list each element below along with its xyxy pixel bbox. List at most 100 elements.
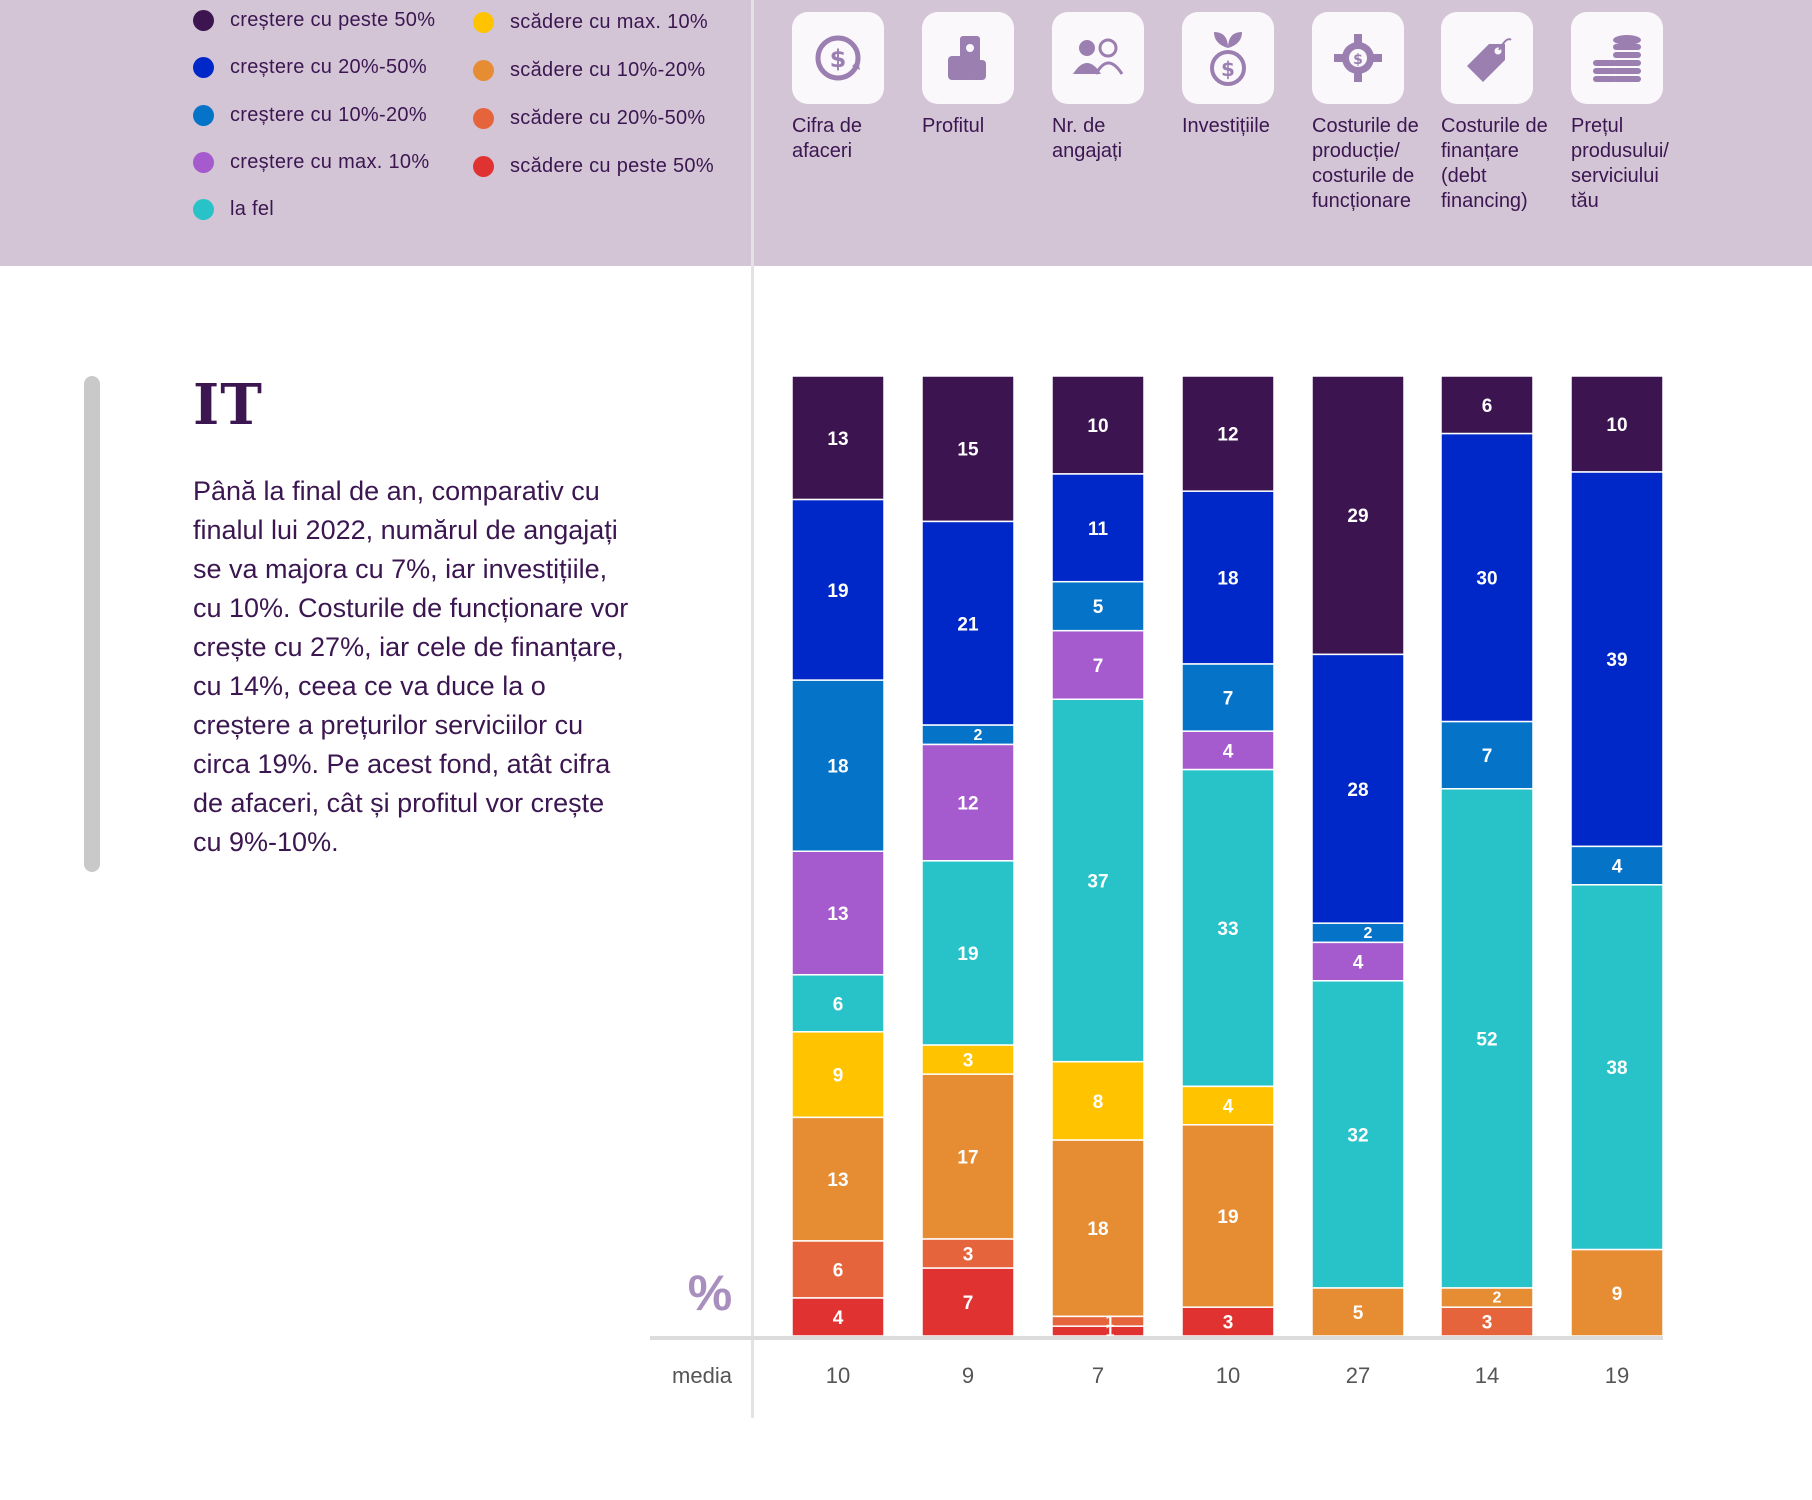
bar-segment [1051,375,1145,475]
data-label: 37 [1087,871,1108,892]
data-label: 11 [1088,519,1109,540]
data-label: 7 [1223,689,1234,710]
bar-segment [1570,884,1664,1251]
bar-stack: 15 21 2 12 19 3 17 3 7 [921,375,1015,1337]
bar-segment [1311,922,1405,944]
data-label: 1 [1106,1323,1115,1340]
data-label: 2 [974,727,983,744]
metric-label: Prețul produsului/ serviciului tău [1571,115,1669,212]
legend-item: la fel [193,198,274,221]
bar-segment [791,1116,885,1242]
bar-stack: 29 28 24 32 5 [1311,375,1405,1337]
bar-segment [1181,768,1275,1088]
data-label: 13 [827,904,848,925]
bar-segment [791,1297,885,1337]
bar-segment [1311,375,1405,656]
metric-header: Prețul produsului/ serviciului tău [1571,12,1701,214]
bar-stack: 10 11 5 7 37 8 18 11 [1051,375,1145,1340]
legend-swatch [193,57,214,78]
legend: creștere cu peste 50% creștere cu 20%-50… [0,0,751,266]
bar-segment [791,850,885,976]
data-label: 19 [957,944,978,965]
bar-segment [1051,473,1145,583]
bar-segment [921,375,1015,523]
media-value: 10 [1216,1363,1240,1388]
data-label: 18 [827,757,848,778]
revenue-icon: $ [792,12,884,104]
legend-swatch [193,152,214,173]
data-label: 13 [827,429,848,450]
data-label: 29 [1347,506,1368,527]
bar-segment [921,1267,1015,1337]
data-label: 6 [833,1260,844,1281]
legend-item: creștere cu peste 50% [193,9,435,32]
bar-segment [921,1073,1015,1240]
metric-header: $ Investițiile [1182,12,1312,139]
bar-segment [1440,788,1534,1289]
data-label: 4 [1223,1097,1234,1118]
data-label: 9 [1612,1284,1623,1305]
data-label: 10 [1087,416,1108,437]
metric-label: Investițiile [1182,115,1270,137]
data-label: 7 [1482,746,1493,767]
media-value: 19 [1605,1363,1629,1388]
data-label: 18 [1217,569,1238,590]
data-label: 33 [1217,919,1238,940]
data-label: 19 [827,581,848,602]
data-label: 18 [1087,1219,1108,1240]
bar-segment [1440,1306,1534,1337]
media-value: 9 [962,1363,974,1388]
bar-segment [1440,375,1534,435]
bar-segment [1051,1315,1145,1327]
legend-label: scădere cu 10%-20% [510,59,706,81]
metric-header: $ Costurile de producție/ costurile de f… [1312,12,1442,214]
legend-swatch [473,12,494,33]
data-label: 9 [833,1066,844,1087]
legend-item: scădere cu peste 50% [473,155,714,178]
bar-segment [1311,980,1405,1289]
bar-segment [1181,1124,1275,1308]
data-label: 52 [1476,1029,1497,1050]
bar-stack: 6 30 7 52 23 [1440,375,1534,1337]
bar-segment [791,1031,885,1119]
legend-label: scădere cu peste 50% [510,155,714,177]
legend-swatch [473,108,494,129]
legend-item: scădere cu 10%-20% [473,59,706,82]
data-label: 13 [827,1170,848,1191]
metric-label: Costurile de finanțare (debt financing) [1441,115,1548,212]
bar-segment [1570,375,1664,473]
data-label: 28 [1347,780,1368,801]
bar-segment [921,1044,1015,1075]
sidebar-accent-bar [84,376,100,872]
legend-item: creștere cu max. 10% [193,151,429,174]
coins-stack-icon [1571,12,1663,104]
data-label: 32 [1347,1125,1368,1146]
bar-segment [1051,1325,1145,1337]
legend-label: scădere cu 20%-50% [510,107,706,129]
data-label: 38 [1606,1058,1627,1079]
profit-icon [922,12,1014,104]
bar-segment [1181,1085,1275,1126]
metric-label: Cifra de afaceri [792,115,863,162]
data-label: 6 [1482,396,1493,417]
financing-tag-icon [1441,12,1533,104]
bar-segment [1181,490,1275,665]
data-label: 5 [1093,597,1104,618]
bar-segment [1440,720,1534,790]
data-label: 19 [1217,1207,1238,1228]
legend-swatch [193,199,214,220]
data-label: 4 [1223,741,1234,762]
data-label: 10 [1606,415,1627,436]
data-label: 39 [1606,650,1627,671]
section-description: Până la final de an, comparativ cu final… [193,476,629,857]
data-label: 17 [957,1148,978,1169]
media-value: 10 [826,1363,850,1388]
legend-label: scădere cu max. 10% [510,11,709,33]
bar-segment [1051,629,1145,701]
data-label: 5 [1353,1303,1364,1324]
data-label: 3 [1223,1313,1234,1334]
media-row-label: media [672,1363,733,1388]
bar-segment [1570,471,1664,848]
data-label: 21 [957,614,979,635]
